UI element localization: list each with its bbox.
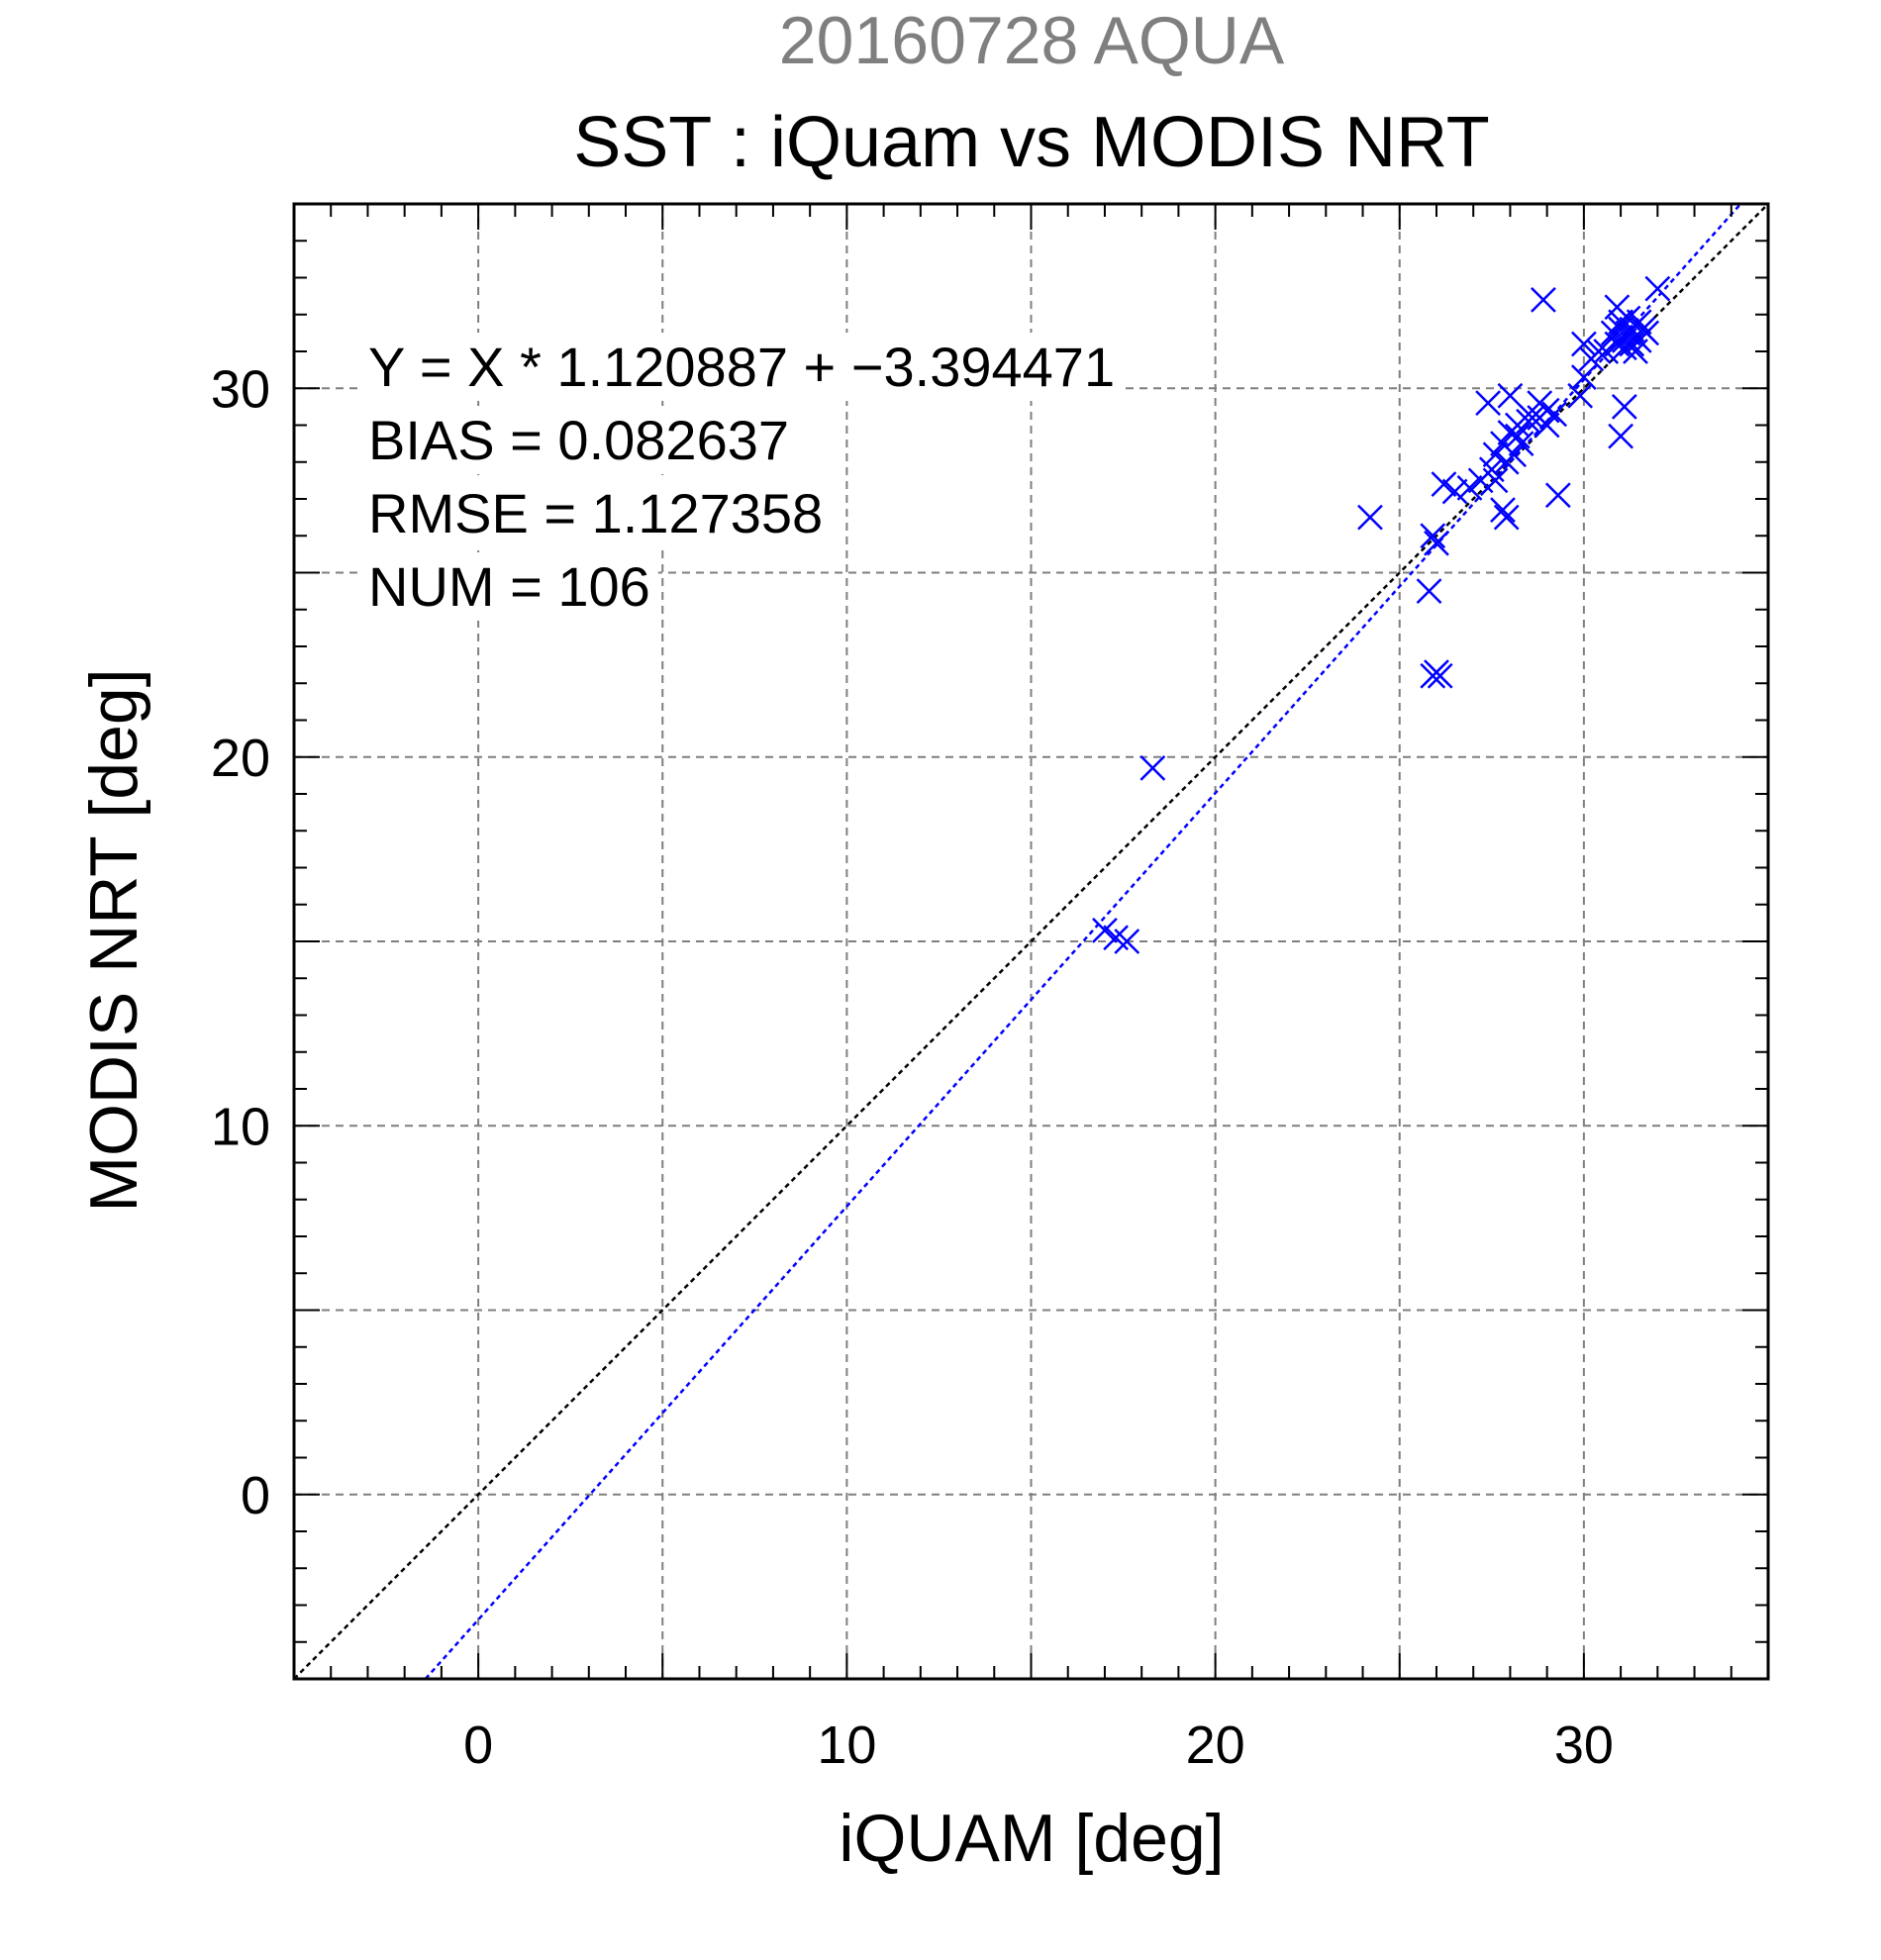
- data-point: [1570, 364, 1597, 390]
- chart-title: SST : iQuam vs MODIS NRT: [573, 103, 1490, 182]
- data-point: [1475, 390, 1501, 417]
- data-points: [1092, 275, 1671, 954]
- data-point: [1634, 320, 1660, 346]
- data-point: [1541, 401, 1567, 428]
- y-tick-label: 20: [211, 729, 270, 788]
- stat-line: RMSE = 1.127358: [368, 482, 823, 544]
- data-point: [1441, 478, 1468, 505]
- data-point: [1420, 523, 1446, 549]
- data-point: [1456, 474, 1483, 501]
- data-point: [1497, 382, 1524, 409]
- data-point: [1534, 397, 1560, 424]
- data-point: [1544, 482, 1571, 509]
- data-point: [1092, 917, 1118, 943]
- stats-box: Y = X * 1.120887 + −3.394471 BIAS = 0.082…: [360, 333, 1124, 621]
- y-tick-label: 30: [211, 359, 270, 419]
- data-point: [1608, 423, 1634, 449]
- tick-labels: 0 10 20 30 0 10 20 30: [211, 359, 1614, 1775]
- data-point: [1427, 662, 1453, 689]
- x-axis-label: iQUAM [deg]: [839, 1801, 1224, 1876]
- data-point: [1504, 423, 1531, 449]
- data-point: [1531, 286, 1556, 313]
- data-point: [1501, 441, 1528, 468]
- data-point: [1416, 578, 1442, 605]
- data-point: [1357, 504, 1383, 531]
- x-tick-label: 30: [1554, 1715, 1614, 1775]
- data-point: [1567, 382, 1594, 409]
- plot-frame: [292, 202, 1770, 1681]
- x-tick-label: 20: [1186, 1715, 1245, 1775]
- x-tick-label: 10: [817, 1715, 876, 1775]
- data-point: [1431, 471, 1457, 497]
- data-point: [1490, 497, 1516, 524]
- data-point: [1424, 530, 1449, 556]
- data-point: [1519, 405, 1545, 431]
- data-point: [1570, 331, 1597, 357]
- stat-line-background: [360, 552, 658, 621]
- stat-line-background: [360, 406, 798, 474]
- stat-line: Y = X * 1.120887 + −3.394471: [368, 336, 1115, 398]
- data-point: [1611, 393, 1637, 420]
- data-point: [1114, 929, 1140, 954]
- y-axis-label: MODIS NRT [deg]: [76, 668, 151, 1212]
- data-point: [1482, 467, 1509, 494]
- stat-line: NUM = 106: [368, 555, 650, 618]
- identity-line: [293, 203, 1769, 1680]
- chart-suptitle: 20160728 AQUA: [779, 3, 1285, 78]
- data-point: [1585, 339, 1612, 364]
- data-point: [1482, 441, 1509, 468]
- data-point: [1508, 431, 1534, 457]
- stat-line: BIAS = 0.082637: [368, 409, 789, 471]
- data-point: [1626, 309, 1652, 336]
- data-point: [1644, 275, 1671, 302]
- data-point: [1139, 755, 1166, 781]
- fit-lines: [293, 203, 1769, 1680]
- axis-ticks: [294, 204, 1768, 1679]
- stat-line-background: [360, 333, 1124, 401]
- stat-line-background: [360, 479, 832, 547]
- x-tick-label: 0: [463, 1715, 493, 1775]
- y-tick-label: 0: [241, 1466, 270, 1525]
- y-tick-label: 10: [211, 1097, 270, 1156]
- data-point: [1493, 504, 1520, 531]
